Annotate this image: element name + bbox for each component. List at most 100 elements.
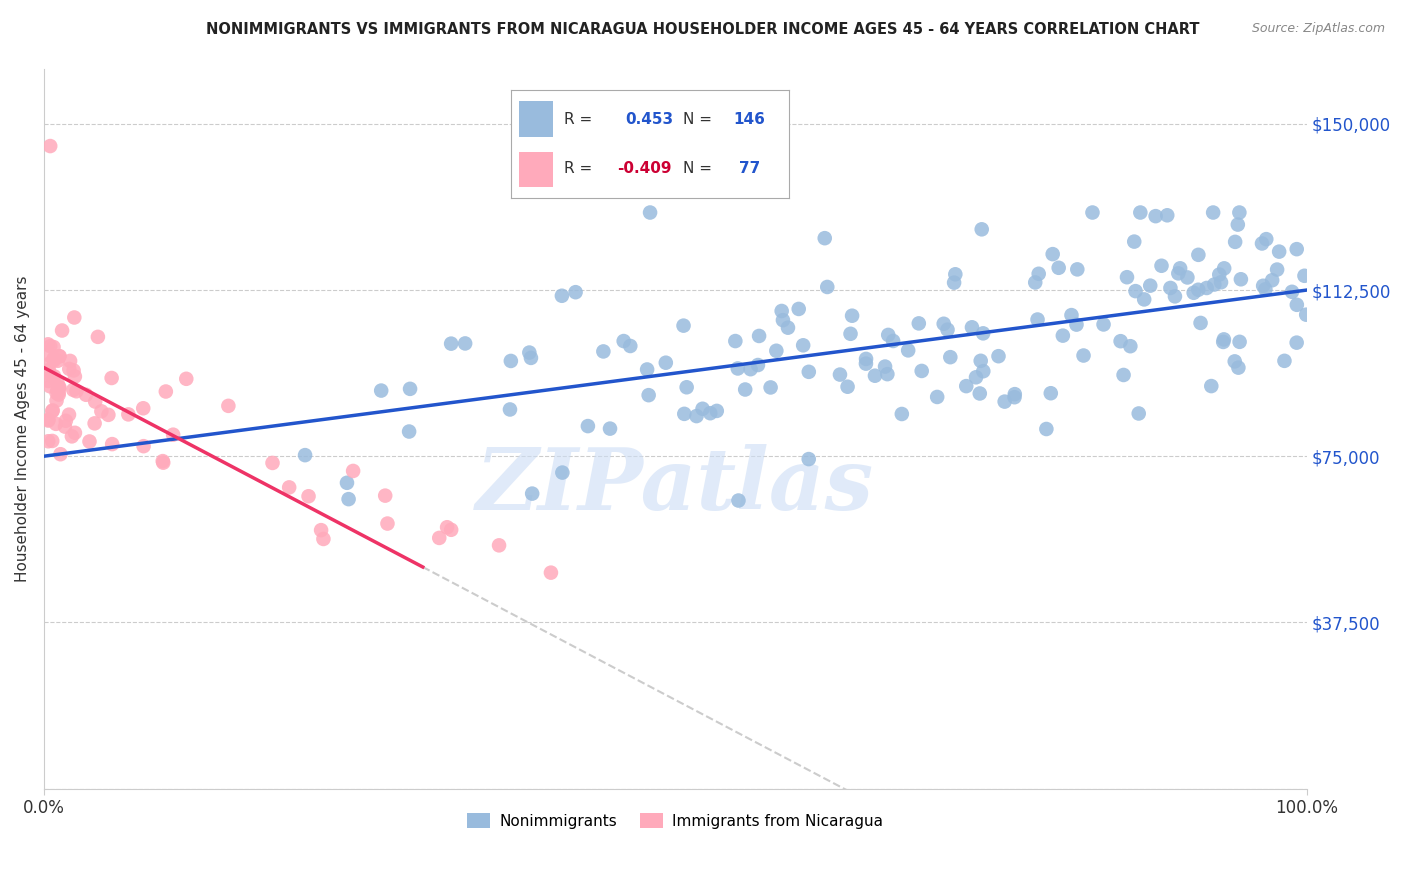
- Point: [1119, 339, 1142, 353]
- Point: [48, 385, 70, 400]
- Point: [1213, 261, 1236, 276]
- Point: [943, 276, 966, 290]
- Point: [772, 313, 794, 327]
- Point: [939, 350, 962, 364]
- Point: [499, 354, 522, 368]
- Point: [48, 381, 70, 395]
- Point: [699, 406, 721, 420]
- Point: [1268, 244, 1291, 259]
- Legend: Nonimmigrants, Immigrants from Nicaragua: Nonimmigrants, Immigrants from Nicaragua: [461, 806, 890, 835]
- Point: [1189, 316, 1212, 330]
- Point: [1047, 260, 1070, 275]
- Point: [152, 454, 174, 468]
- Point: [734, 383, 756, 397]
- Point: [152, 456, 174, 470]
- Point: [815, 280, 838, 294]
- Point: [994, 394, 1017, 409]
- Point: [1060, 308, 1083, 322]
- Point: [1052, 328, 1074, 343]
- Point: [297, 489, 319, 503]
- Point: [63, 310, 86, 325]
- Point: [1109, 334, 1132, 348]
- Point: [309, 523, 332, 537]
- Point: [797, 452, 820, 467]
- Point: [79, 434, 101, 449]
- Point: [1281, 285, 1303, 299]
- Text: NONIMMIGRANTS VS IMMIGRANTS FROM NICARAGUA HOUSEHOLDER INCOME AGES 45 - 64 YEARS: NONIMMIGRANTS VS IMMIGRANTS FROM NICARAG…: [207, 22, 1199, 37]
- Point: [1229, 334, 1251, 349]
- Point: [685, 409, 707, 423]
- Point: [655, 356, 678, 370]
- Point: [1256, 232, 1278, 246]
- Point: [955, 379, 977, 393]
- Point: [787, 301, 810, 316]
- Point: [488, 538, 510, 552]
- Point: [84, 394, 107, 409]
- Point: [638, 205, 661, 219]
- Point: [776, 320, 799, 334]
- Point: [876, 367, 898, 381]
- Point: [943, 267, 966, 281]
- Point: [770, 304, 793, 318]
- Point: [278, 480, 301, 494]
- Point: [911, 364, 934, 378]
- Point: [1202, 205, 1225, 219]
- Point: [837, 380, 859, 394]
- Point: [42, 351, 65, 366]
- Point: [599, 422, 621, 436]
- Point: [1285, 335, 1308, 350]
- Point: [41, 434, 63, 448]
- Point: [1254, 282, 1277, 296]
- Point: [540, 566, 562, 580]
- Point: [101, 437, 124, 451]
- Point: [48, 381, 70, 395]
- Point: [673, 407, 696, 421]
- Point: [454, 336, 477, 351]
- Point: [792, 338, 814, 352]
- Point: [727, 361, 749, 376]
- Point: [759, 380, 782, 394]
- Point: [45, 417, 67, 431]
- Point: [97, 408, 120, 422]
- Point: [132, 401, 155, 416]
- Point: [1004, 390, 1026, 404]
- Point: [1039, 386, 1062, 401]
- Point: [636, 362, 658, 376]
- Point: [1150, 259, 1173, 273]
- Point: [882, 334, 904, 348]
- Point: [522, 486, 544, 500]
- Point: [1265, 262, 1288, 277]
- Point: [672, 318, 695, 333]
- Point: [972, 326, 994, 341]
- Point: [312, 532, 335, 546]
- Point: [1223, 235, 1246, 249]
- Point: [1035, 422, 1057, 436]
- Point: [49, 447, 72, 461]
- Point: [1116, 270, 1139, 285]
- Point: [75, 388, 97, 402]
- Point: [37, 412, 59, 426]
- Point: [41, 369, 63, 384]
- Point: [1208, 268, 1230, 282]
- Point: [1212, 332, 1234, 346]
- Point: [48, 349, 70, 363]
- Point: [855, 351, 877, 366]
- Point: [62, 363, 84, 377]
- Point: [1042, 247, 1064, 261]
- Point: [46, 376, 69, 391]
- Point: [37, 434, 59, 449]
- Point: [427, 531, 450, 545]
- Point: [551, 466, 574, 480]
- Point: [174, 372, 197, 386]
- Point: [38, 363, 60, 377]
- Point: [294, 448, 316, 462]
- Point: [1230, 272, 1253, 286]
- Point: [377, 516, 399, 531]
- Point: [592, 344, 614, 359]
- Point: [370, 384, 392, 398]
- Point: [58, 408, 80, 422]
- Point: [1177, 270, 1199, 285]
- Point: [1144, 209, 1167, 223]
- Point: [46, 353, 69, 368]
- Point: [1112, 368, 1135, 382]
